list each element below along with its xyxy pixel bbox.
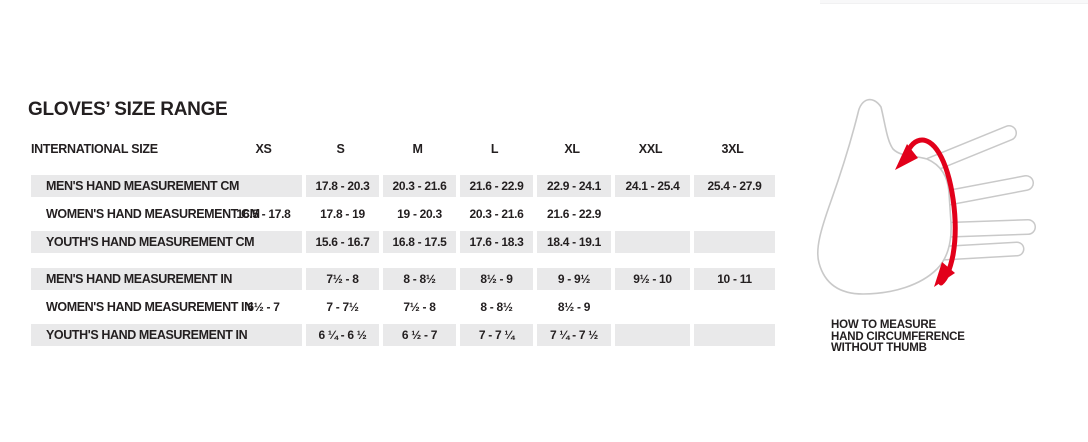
table-row-mens-in: MEN'S HAND MEASUREMENT IN 7½ - 8 8 - 8½ …	[31, 268, 775, 290]
column-header-3xl: 3XL	[721, 142, 744, 156]
column-header-s: S	[336, 142, 345, 156]
size-cell: 22.9 - 24.1	[533, 175, 611, 197]
table-row-youths-cm: YOUTH'S HAND MEASUREMENT CM 15.6 - 16.7 …	[31, 231, 775, 253]
hand-measure-illustration: HOW TO MEASURE HAND CIRCUMFERENCE WITHOU…	[813, 93, 1063, 355]
size-cell: 6 ¼ - 6 ½	[302, 324, 379, 346]
size-cell: 25.4 - 27.9	[690, 175, 775, 197]
size-cell: 17.8 - 20.3	[302, 175, 379, 197]
size-cell	[611, 296, 690, 318]
size-cell: 9 - 9½	[533, 268, 611, 290]
table-row-womens-cm: WOMEN'S HAND MEASUREMENT CM 16.5 - 17.8 …	[31, 203, 775, 225]
caption-line-1: HOW TO MEASURE	[831, 319, 936, 331]
size-cell: 8 - 8½	[379, 268, 456, 290]
size-cell: 17.6 - 18.3	[456, 231, 533, 253]
size-cell: 10 - 11	[690, 268, 775, 290]
top-right-divider	[820, 0, 1088, 4]
column-header-l: L	[490, 142, 499, 156]
size-cell: 6 ½ - 7	[379, 324, 456, 346]
size-cell: 16.8 - 17.5	[379, 231, 456, 253]
size-cell: 9½ - 10	[611, 268, 690, 290]
size-cell: 18.4 - 19.1	[533, 231, 611, 253]
size-cell: 6½ - 7	[247, 300, 280, 314]
size-cell: 20.3 - 21.6	[379, 175, 456, 197]
size-cell: 7½ - 8	[379, 296, 456, 318]
table-row-mens-cm: MEN'S HAND MEASUREMENT CM 17.8 - 20.3 20…	[31, 175, 775, 197]
size-cell: 8½ - 9	[456, 268, 533, 290]
row-label: MEN'S HAND MEASUREMENT CM	[46, 179, 239, 193]
size-cell: 15.6 - 16.7	[302, 231, 379, 253]
column-header-xs: XS	[255, 142, 272, 156]
size-cell: 7½ - 8	[302, 268, 379, 290]
table-row-youths-in: YOUTH'S HAND MEASUREMENT IN 6 ¼ - 6 ½ 6 …	[31, 324, 775, 346]
table-header-row: INTERNATIONAL SIZE XS S M L XL XXL 3XL	[31, 142, 775, 157]
hand-palm	[816, 98, 952, 295]
size-cell	[690, 296, 775, 318]
size-cell: 20.3 - 21.6	[456, 203, 533, 225]
size-cell: 8½ - 9	[533, 296, 611, 318]
size-cell: 7 - 7½	[302, 296, 379, 318]
size-cell: 7 ¼ - 7 ½	[533, 324, 611, 346]
row-label: YOUTH'S HAND MEASUREMENT IN	[46, 328, 248, 342]
column-header-m: M	[412, 142, 423, 156]
size-range-table: INTERNATIONAL SIZE XS S M L XL XXL 3XL M…	[31, 142, 775, 346]
size-cell	[225, 324, 302, 346]
international-size-header: INTERNATIONAL SIZE	[31, 142, 158, 156]
size-cell	[690, 231, 775, 253]
size-cell: 7 - 7 ¼	[456, 324, 533, 346]
red-measure-arrow	[895, 137, 958, 287]
hand-illustration-icon	[816, 98, 1036, 295]
size-cell	[225, 268, 302, 290]
column-header-xxl: XXL	[638, 142, 663, 156]
size-cell: 24.1 - 25.4	[611, 175, 690, 197]
caption-line-3: WITHOUT THUMB	[831, 342, 927, 354]
table-row-womens-in: WOMEN'S HAND MEASUREMENT IN 6½ - 7 7 - 7…	[31, 296, 775, 318]
column-header-xl: XL	[564, 142, 580, 156]
row-label: WOMEN'S HAND MEASUREMENT IN	[46, 300, 253, 314]
size-cell: 8 - 8½	[456, 296, 533, 318]
size-cell	[225, 175, 302, 197]
row-label: WOMEN'S HAND MEASUREMENT CM	[46, 207, 260, 221]
page-title: GLOVES’ SIZE RANGE	[28, 99, 228, 120]
size-cell: 17.8 - 19	[302, 203, 379, 225]
size-cell: 21.6 - 22.9	[533, 203, 611, 225]
size-cell	[611, 203, 690, 225]
row-label: MEN'S HAND MEASUREMENT IN	[46, 272, 233, 286]
size-cell	[690, 203, 775, 225]
size-cell: 16.5 - 17.8	[236, 207, 291, 221]
size-cell	[611, 324, 690, 346]
measure-caption: HOW TO MEASURE HAND CIRCUMFERENCE WITHOU…	[831, 319, 1063, 355]
caption-line-2: HAND CIRCUMFERENCE	[831, 330, 965, 343]
size-cell: 19 - 20.3	[379, 203, 456, 225]
size-cell	[225, 231, 302, 253]
row-label: YOUTH'S HAND MEASUREMENT CM	[46, 235, 255, 249]
size-cell: 21.6 - 22.9	[456, 175, 533, 197]
size-cell	[611, 231, 690, 253]
size-cell	[690, 324, 775, 346]
